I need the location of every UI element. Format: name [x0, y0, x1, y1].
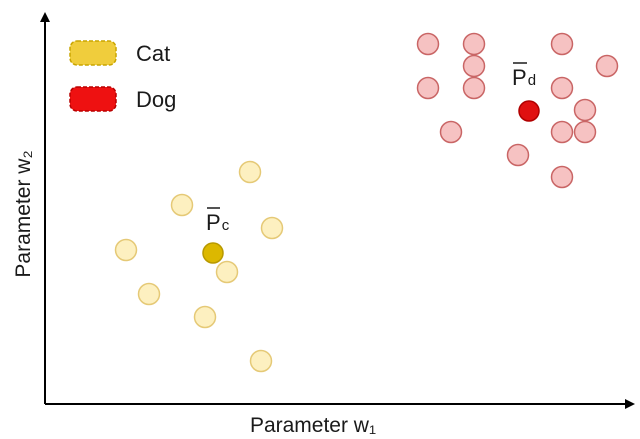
x-axis-label: Parameter w₁: [250, 414, 376, 437]
cat-centroid: [202, 242, 224, 264]
dog-point: [462, 76, 486, 100]
dog-point: [416, 32, 440, 56]
cat-point: [249, 349, 273, 373]
cat-cluster: [114, 160, 284, 373]
dog-point: [462, 54, 486, 78]
legend-label-dog: Dog: [136, 87, 176, 112]
dog-cluster: [416, 32, 619, 189]
cat-point: [170, 193, 194, 217]
dog-point: [462, 32, 486, 56]
legend: Cat Dog: [69, 40, 176, 112]
dog-point: [550, 76, 574, 100]
dog-point: [439, 120, 463, 144]
dog-point: [573, 98, 597, 122]
dog-centroid-label: Pd: [512, 62, 536, 90]
cat-point: [114, 238, 138, 262]
legend-label-cat: Cat: [136, 41, 170, 66]
dog-point: [550, 165, 574, 189]
cat-point: [215, 260, 239, 284]
cat-point: [260, 216, 284, 240]
cat-point: [238, 160, 262, 184]
svg-text:Pc: Pc: [206, 210, 230, 235]
cat-centroid-label: Pc: [206, 207, 230, 235]
dog-point: [506, 143, 530, 167]
svg-text:Pd: Pd: [512, 65, 536, 90]
dog-point: [550, 32, 574, 56]
dog-centroid: [518, 100, 540, 122]
cat-point: [193, 305, 217, 329]
dog-point: [550, 120, 574, 144]
dog-point: [573, 120, 597, 144]
legend-swatch-cat: [69, 40, 117, 66]
y-axis-label: Parameter w₂: [12, 150, 35, 277]
dog-point: [416, 76, 440, 100]
dog-point: [595, 54, 619, 78]
cat-point: [137, 282, 161, 306]
legend-swatch-dog: [69, 86, 117, 112]
